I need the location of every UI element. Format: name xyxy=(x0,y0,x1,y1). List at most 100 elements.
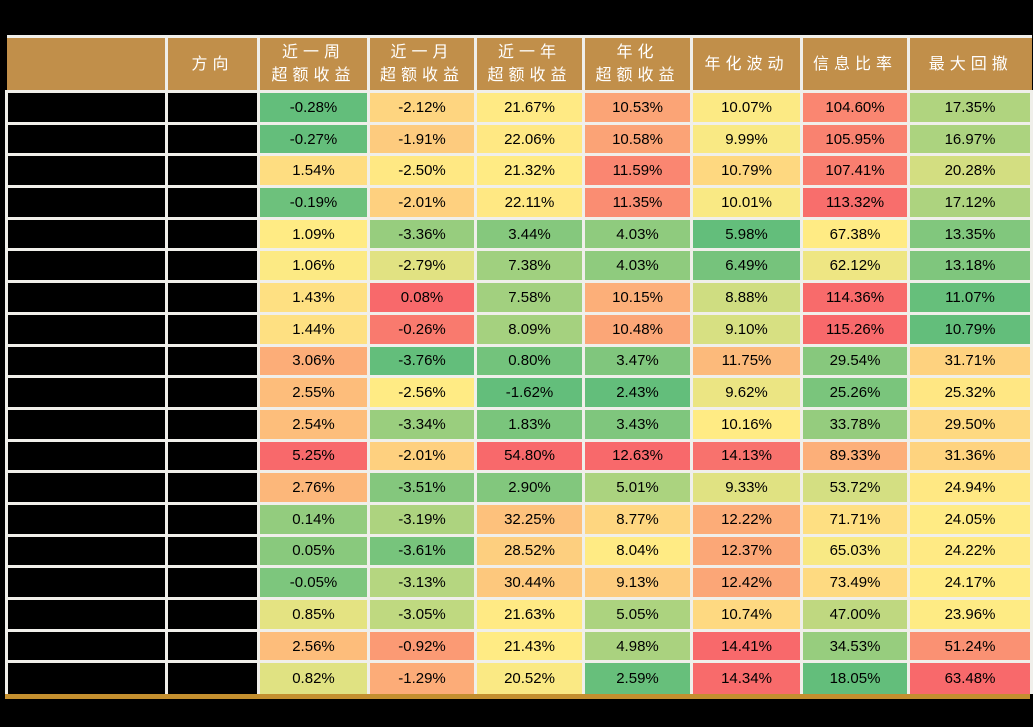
cell-year-excess: 22.06% xyxy=(474,121,585,157)
cell-direction-redacted xyxy=(165,216,260,252)
table-row: 0.14% -3.19% 32.25% 8.77% 12.22% 71.71% 24.05% xyxy=(5,501,1033,537)
table-row: 1.06% -2.79% 7.38% 4.03% 6.49% 62.12% 13.18% xyxy=(5,248,1033,284)
cell-year-excess: 2.90% xyxy=(474,470,585,505)
table-row: 2.55% -2.56% -1.62% 2.43% 9.62% 25.26% 25.32% xyxy=(5,375,1033,410)
cell-annualized-excess: 10.58% xyxy=(582,121,693,157)
header-week-excess-return: 近一周 超额收益 xyxy=(257,35,370,93)
cell-direction-redacted xyxy=(165,597,260,632)
cell-name-redacted xyxy=(5,597,168,632)
cell-direction-redacted xyxy=(165,628,260,664)
cell-month-excess: 0.08% xyxy=(367,280,477,315)
cell-month-excess: -0.92% xyxy=(367,628,477,664)
cell-week-excess: 1.43% xyxy=(257,280,370,315)
cell-annualized-excess: 3.47% xyxy=(582,343,693,379)
cell-max-drawdown: 31.36% xyxy=(907,438,1033,474)
cell-annualized-volatility: 14.34% xyxy=(690,660,803,694)
cell-max-drawdown: 17.12% xyxy=(907,185,1033,220)
cell-direction-redacted xyxy=(165,406,260,442)
cell-week-excess: 0.05% xyxy=(257,533,370,569)
cell-name-redacted xyxy=(5,375,168,410)
cell-name-redacted xyxy=(5,185,168,220)
cell-information-ratio: 34.53% xyxy=(800,628,910,664)
cell-month-excess: -3.34% xyxy=(367,406,477,442)
cell-max-drawdown: 31.71% xyxy=(907,343,1033,379)
header-label: 最大回撤 xyxy=(928,55,1013,73)
cell-annualized-excess: 9.13% xyxy=(582,565,693,600)
cell-annualized-volatility: 10.07% xyxy=(690,90,803,125)
table-row: -0.05% -3.13% 30.44% 9.13% 12.42% 73.49% 24.17… xyxy=(5,565,1033,600)
table-row: 2.76% -3.51% 2.90% 5.01% 9.33% 53.72% 24.94% xyxy=(5,470,1033,505)
table-row: 0.85% -3.05% 21.63% 5.05% 10.74% 47.00% 23.96% xyxy=(5,597,1033,632)
cell-week-excess: -0.28% xyxy=(257,90,370,125)
cell-month-excess: -3.61% xyxy=(367,533,477,569)
cell-year-excess: 21.32% xyxy=(474,153,585,189)
cell-annualized-volatility: 9.62% xyxy=(690,375,803,410)
cell-month-excess: -2.12% xyxy=(367,90,477,125)
header-label: 超额收益 xyxy=(487,67,572,84)
cell-week-excess: 0.14% xyxy=(257,501,370,537)
cell-information-ratio: 73.49% xyxy=(800,565,910,600)
cell-month-excess: -2.56% xyxy=(367,375,477,410)
cell-direction-redacted xyxy=(165,248,260,284)
cell-information-ratio: 62.12% xyxy=(800,248,910,284)
performance-table: 方向 近一周 超额收益 近一月 超额收益 近一年 超额收益 xyxy=(5,35,1033,694)
cell-max-drawdown: 29.50% xyxy=(907,406,1033,442)
cell-annualized-volatility: 12.22% xyxy=(690,501,803,537)
cell-annualized-volatility: 8.88% xyxy=(690,280,803,315)
cell-month-excess: -3.76% xyxy=(367,343,477,379)
header-label: 超额收益 xyxy=(595,67,680,84)
cell-annualized-volatility: 14.41% xyxy=(690,628,803,664)
cell-annualized-excess: 2.43% xyxy=(582,375,693,410)
cell-max-drawdown: 20.28% xyxy=(907,153,1033,189)
cell-max-drawdown: 13.18% xyxy=(907,248,1033,284)
cell-name-redacted xyxy=(5,280,168,315)
cell-information-ratio: 53.72% xyxy=(800,470,910,505)
cell-information-ratio: 114.36% xyxy=(800,280,910,315)
cell-max-drawdown: 13.35% xyxy=(907,216,1033,252)
cell-direction-redacted xyxy=(165,153,260,189)
cell-year-excess: 8.09% xyxy=(474,311,585,347)
cell-information-ratio: 104.60% xyxy=(800,90,910,125)
cell-month-excess: -3.51% xyxy=(367,470,477,505)
cell-annualized-volatility: 12.42% xyxy=(690,565,803,600)
header-year-excess-return: 近一年 超额收益 xyxy=(474,35,585,93)
cell-annualized-excess: 3.43% xyxy=(582,406,693,442)
cell-week-excess: 2.55% xyxy=(257,375,370,410)
table-row: 1.44% -0.26% 8.09% 10.48% 9.10% 115.26% 10.79% xyxy=(5,311,1033,347)
cell-year-excess: 3.44% xyxy=(474,216,585,252)
cell-annualized-excess: 5.05% xyxy=(582,597,693,632)
cell-max-drawdown: 10.79% xyxy=(907,311,1033,347)
header-label: 年化波动 xyxy=(704,55,789,73)
cell-max-drawdown: 24.22% xyxy=(907,533,1033,569)
cell-annualized-volatility: 9.99% xyxy=(690,121,803,157)
cell-direction-redacted xyxy=(165,565,260,600)
cell-name-redacted xyxy=(5,438,168,474)
excess-return-table-container: 方向 近一周 超额收益 近一月 超额收益 近一年 超额收益 xyxy=(5,35,1033,699)
cell-name-redacted xyxy=(5,628,168,664)
cell-annualized-volatility: 10.01% xyxy=(690,185,803,220)
table-row: 2.56% -0.92% 21.43% 4.98% 14.41% 34.53% 51.24% xyxy=(5,628,1033,664)
cell-direction-redacted xyxy=(165,375,260,410)
table-row: -0.27% -1.91% 22.06% 10.58% 9.99% 105.95% 16.9… xyxy=(5,121,1033,157)
header-month-excess-return: 近一月 超额收益 xyxy=(367,35,477,93)
cell-name-redacted xyxy=(5,216,168,252)
cell-annualized-excess: 11.35% xyxy=(582,185,693,220)
cell-direction-redacted xyxy=(165,660,260,694)
cell-year-excess: 28.52% xyxy=(474,533,585,569)
cell-week-excess: 5.25% xyxy=(257,438,370,474)
header-label: 信息比率 xyxy=(812,55,897,73)
cell-annualized-excess: 4.03% xyxy=(582,248,693,284)
table-bottom-border xyxy=(5,693,1030,699)
cell-information-ratio: 113.32% xyxy=(800,185,910,220)
table-row: 2.54% -3.34% 1.83% 3.43% 10.16% 33.78% 29.50% xyxy=(5,406,1033,442)
cell-direction-redacted xyxy=(165,311,260,347)
cell-week-excess: 0.82% xyxy=(257,660,370,694)
cell-annualized-volatility: 10.16% xyxy=(690,406,803,442)
cell-week-excess: 1.06% xyxy=(257,248,370,284)
cell-month-excess: -3.19% xyxy=(367,501,477,537)
cell-year-excess: 7.38% xyxy=(474,248,585,284)
header-label: 近一年 xyxy=(497,44,561,61)
cell-week-excess: 2.54% xyxy=(257,406,370,442)
header-label: 超额收益 xyxy=(271,67,356,84)
